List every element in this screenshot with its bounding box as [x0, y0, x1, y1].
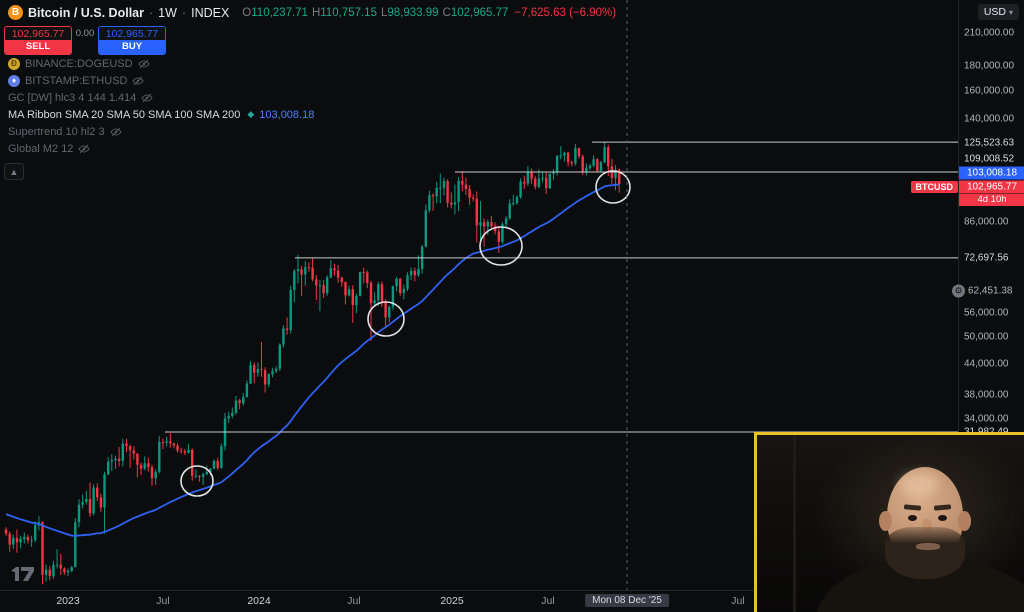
price-tick: 210,000.00	[964, 27, 1015, 39]
price-tick: 56,000.00	[964, 307, 1009, 319]
price-tick: 38,000.00	[964, 389, 1009, 401]
legend-collapse-button[interactable]: ▲	[4, 163, 24, 180]
circle-annotation[interactable]	[479, 226, 523, 266]
exchange-label[interactable]: INDEX	[191, 5, 230, 20]
person-mouth	[916, 543, 940, 550]
currency-toggle-button[interactable]: USD ▾	[977, 4, 1019, 20]
change-value: −7,625.63 (−6.90%)	[514, 6, 617, 19]
person-ear	[958, 511, 971, 531]
legend-label: BINANCE:DOGEUSD	[25, 57, 133, 70]
bitcoin-logo-icon: B	[8, 5, 23, 20]
person-ear	[879, 511, 892, 531]
gear-icon[interactable]: ⚙	[952, 284, 965, 298]
interval-button[interactable]: 1W	[158, 5, 177, 20]
level-price-label: 109,008.52	[964, 153, 1015, 165]
crosshair-date-label: Mon 08 Dec '25	[585, 594, 669, 607]
person-eye	[938, 515, 947, 521]
ohlc-values: O110,237.71 H110,757.15 L98,933.99 C102,…	[242, 7, 616, 19]
person-beard	[885, 527, 965, 579]
ma-ribbon-price-label: 103,008.18	[959, 166, 1024, 180]
candlestick-chart[interactable]	[0, 0, 958, 590]
ma-ribbon-line[interactable]	[5, 183, 620, 537]
sell-price: 102,965.77	[5, 27, 71, 40]
time-tick: Jul	[541, 595, 555, 607]
tradingview-logo[interactable]	[10, 566, 36, 582]
time-tick: Jul	[731, 595, 745, 607]
price-tick: 160,000.00	[964, 85, 1015, 97]
person-eye	[908, 515, 917, 521]
doge-coin-icon: Ð	[8, 57, 20, 70]
spread-value: 0.00	[75, 28, 95, 39]
price-tick: 180,000.00	[964, 60, 1015, 72]
legend-item-0[interactable]: Ð BINANCE:DOGEUSD	[8, 55, 314, 72]
price-tick: 34,000.00	[964, 413, 1009, 425]
candles	[4, 142, 621, 585]
chevron-down-icon: ▾	[1008, 7, 1013, 17]
eye-off-icon[interactable]	[137, 58, 150, 70]
eye-off-icon[interactable]	[141, 92, 154, 104]
eye-off-icon[interactable]	[78, 143, 91, 155]
price-tick: 86,000.00	[964, 216, 1009, 228]
diamond-icon: ◆	[247, 109, 255, 119]
legend-label: Supertrend 10 hl2 3	[8, 125, 105, 138]
low-key: L	[380, 6, 388, 19]
sell-button[interactable]: 102,965.77 SELL	[4, 26, 72, 55]
time-tick: Jul	[347, 595, 361, 607]
legend-item-2[interactable]: GC [DW] hlc3 4 144 1.414	[8, 89, 314, 106]
webcam-wall-edge	[793, 435, 796, 612]
legend-label: BITSTAMP:ETHUSD	[25, 74, 128, 87]
webcam-overlay	[754, 432, 1024, 612]
currency-label: USD	[983, 6, 1006, 18]
symbol-header: B Bitcoin / U.S. Dollar · 1W · INDEX O11…	[8, 5, 616, 20]
close-key: C	[442, 6, 451, 19]
alert-price-value: 62,451.38	[968, 285, 1013, 297]
price-tick: 44,000.00	[964, 358, 1009, 370]
legend-item-5[interactable]: Global M2 12	[8, 140, 314, 157]
head-highlight	[899, 472, 939, 496]
legend-item-4[interactable]: Supertrend 10 hl2 3	[8, 123, 314, 140]
legend-item-3[interactable]: MA Ribbon SMA 20 SMA 50 SMA 100 SMA 200 ◆…	[8, 106, 314, 123]
bar-countdown-label: 4d 10h	[959, 194, 1024, 206]
symbol-name[interactable]: Bitcoin / U.S. Dollar	[28, 5, 144, 20]
buy-button[interactable]: 102,965.77 BUY	[98, 26, 166, 55]
open-value: 110,237.71	[251, 6, 308, 19]
trade-buttons: 102,965.77 SELL 0.00 102,965.77 BUY	[4, 26, 166, 55]
sell-label: SELL	[5, 40, 71, 54]
eth-coin-icon: ♦	[8, 74, 20, 87]
legend-item-1[interactable]: ♦ BITSTAMP:ETHUSD	[8, 72, 314, 89]
open-key: O	[242, 6, 252, 19]
separator-dot: ·	[181, 5, 187, 20]
time-tick: 2025	[440, 595, 464, 607]
eye-off-icon[interactable]	[110, 126, 122, 138]
legend-label: MA Ribbon SMA 20 SMA 50 SMA 100 SMA 200	[8, 108, 241, 121]
legend-value: 103,008.18	[259, 108, 315, 121]
separator-dot: ·	[149, 5, 154, 20]
close-value: 102,965.77	[450, 6, 509, 19]
price-line-symbol-tag: BTCUSD	[910, 181, 958, 193]
time-tick: 2024	[247, 595, 271, 607]
circle-annotation[interactable]	[180, 465, 214, 497]
circle-annotation[interactable]	[367, 301, 405, 337]
time-tick: 2023	[56, 595, 80, 607]
eye-off-icon[interactable]	[132, 75, 145, 87]
circle-annotation[interactable]	[595, 170, 631, 204]
indicator-legend: Ð BINANCE:DOGEUSD ♦ BITSTAMP:ETHUSD GC [DW…	[8, 55, 314, 157]
price-tick: 50,000.00	[964, 331, 1009, 343]
alert-price-row[interactable]: ⚙ 62,451.38	[952, 284, 1013, 298]
low-value: 98,933.99	[387, 6, 439, 19]
legend-label: GC [DW] hlc3 4 144 1.414	[8, 91, 137, 104]
price-tick: 140,000.00	[964, 113, 1015, 125]
high-value: 110,757.15	[320, 6, 377, 19]
buy-price: 102,965.77	[99, 27, 165, 40]
legend-label: Global M2 12	[8, 142, 74, 155]
buy-label: BUY	[99, 40, 165, 54]
level-price-label: 125,523.63	[964, 137, 1015, 149]
current-price-label: 102,965.77	[959, 180, 1024, 194]
time-tick: Jul	[156, 595, 170, 607]
person-nose	[922, 519, 932, 534]
high-key: H	[311, 6, 321, 19]
level-price-label: 72,697.56	[964, 252, 1009, 264]
